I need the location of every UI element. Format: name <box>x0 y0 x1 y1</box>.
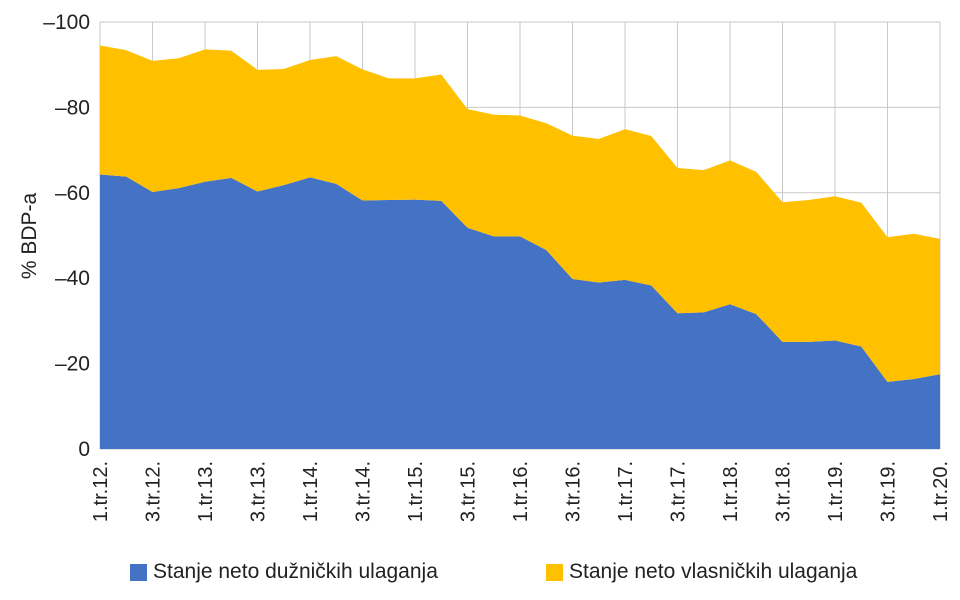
legend: Stanje neto dužničkih ulaganja Stanje ne… <box>0 560 960 590</box>
x-tick-label: 3.tr.12. <box>143 461 165 522</box>
x-tick-label: 3.tr.15. <box>458 461 480 522</box>
x-tick-label: 1.tr.20. <box>930 461 952 522</box>
legend-swatch-debt <box>130 563 147 581</box>
legend-label-debt: Stanje neto dužničkih ulaganja <box>153 560 438 583</box>
chart-canvas: 0–20–40–60–80–100 1.tr.12. 3.tr.12. 1.tr.1… <box>18 11 952 522</box>
area-series <box>100 45 940 449</box>
x-tick-label: 1.tr.14. <box>300 461 322 522</box>
x-tick-label: 1.tr.18. <box>720 461 742 522</box>
y-tick-label: 0 <box>78 438 90 461</box>
x-tick-label: 1.tr.13. <box>195 461 217 522</box>
x-tick-label: 3.tr.13. <box>248 461 270 522</box>
y-tick-label: –80 <box>55 96 90 119</box>
y-axis-ticks: 0 –20 –40 –60 –80 –100 <box>43 11 90 461</box>
y-axis-title: % BDP-a <box>18 193 41 280</box>
y-tick-label: –100 <box>43 11 90 34</box>
x-tick-label: 1.tr.16. <box>510 461 532 522</box>
x-tick-label: 1.tr.17. <box>615 461 637 522</box>
y-tick-label: –40 <box>55 267 90 290</box>
y-tick-label: –20 <box>55 353 90 376</box>
x-tick-label: 1.tr.19. <box>825 461 847 522</box>
x-tick-label: 3.tr.14. <box>353 461 375 522</box>
legend-label-equity: Stanje neto vlasničkih ulaganja <box>569 560 858 583</box>
x-tick-label: 3.tr.16. <box>563 461 585 522</box>
legend-swatch-equity <box>546 563 563 581</box>
legend-item-equity: Stanje neto vlasničkih ulaganja <box>546 560 857 584</box>
x-tick-label: 1.tr.12. <box>90 461 112 522</box>
x-tick-label: 3.tr.18. <box>773 461 795 522</box>
x-tick-label: 1.tr.15. <box>405 461 427 522</box>
y-tick-label: –60 <box>55 182 90 205</box>
legend-item-debt: Stanje neto dužničkih ulaganja <box>130 560 438 584</box>
area-series-1 <box>100 45 940 382</box>
x-axis-ticks: 1.tr.12. 3.tr.12. 1.tr.13. 3.tr.13. 1.tr.14.… <box>90 461 952 522</box>
area-series-0 <box>100 174 940 449</box>
x-tick-label: 3.tr.17. <box>668 461 690 522</box>
x-tick-label: 3.tr.19. <box>878 461 900 522</box>
